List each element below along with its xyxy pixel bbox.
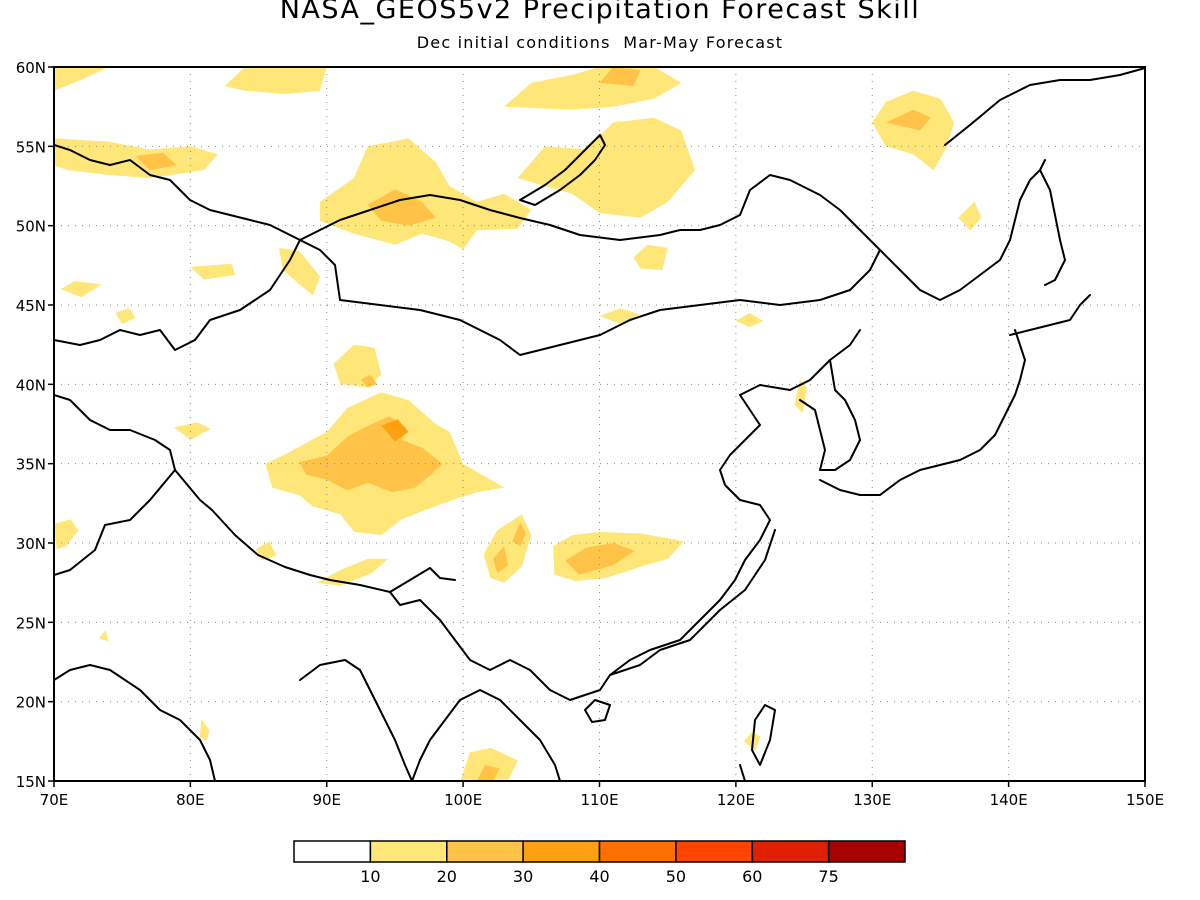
skill-region-29 [565,543,635,575]
skill-region-34 [476,765,500,781]
skill-region-1 [367,189,436,226]
lat-tick-label: 15N [16,773,46,791]
skill-region-23 [381,419,409,442]
coastlines-and-borders [54,67,1145,781]
skill-region-11 [958,201,982,231]
skill-region-3 [504,67,682,110]
lat-tick-label: 55N [16,138,46,156]
colorbar: 10 20 30 40 50 60 75 [293,840,906,886]
lon-tick-label: 150E [1126,791,1164,809]
skill-region-26 [493,546,509,574]
skill-region-4 [599,67,641,86]
colorbar-swatch-3 [522,840,601,863]
colorbar-label: 30 [513,867,533,886]
colorbar-label: 50 [666,867,686,886]
skill-region-33 [460,747,518,781]
skill-region-17 [599,308,641,324]
skill-region-5 [54,67,109,91]
lon-tick-label: 130E [853,791,891,809]
skill-region-27 [512,522,526,547]
skill-region-38 [99,630,109,642]
colorbar-swatch-1 [369,840,448,863]
colorbar-swatch-5 [675,840,754,863]
subtitle-forecast: Mar-May Forecast [623,33,784,52]
lat-tick-label: 20N [16,694,46,712]
skill-region-13 [279,247,320,296]
skill-region-32 [54,519,79,550]
lon-tick-label: 70E [40,791,69,809]
colorbar-label: 20 [437,867,457,886]
colorbar-swatch-7 [827,840,906,863]
skill-region-2 [517,117,695,218]
colorbar-swatch-4 [598,840,677,863]
skill-region-24 [174,422,211,440]
skill-region-6 [224,67,327,94]
skill-region-30 [317,558,389,586]
map-title: NASA_GEOS5v2 Precipitation Forecast Skil… [279,0,921,25]
colorbar-label: 40 [589,867,609,886]
lat-lon-grid [54,67,1145,781]
colorbar-swatch-2 [446,840,524,863]
lat-tick-label: 45N [16,297,46,315]
skill-region-10 [885,109,931,131]
lat-tick-label: 50N [16,218,46,236]
skill-region-12 [633,244,668,271]
lat-tick-label: 25N [16,614,46,632]
lon-tick-label: 100E [444,791,482,809]
skill-region-22 [299,416,443,493]
lat-tick-label: 60N [16,59,46,77]
subtitle-init: Dec initial conditions [416,33,611,52]
colorbar-swatch-6 [751,840,830,863]
skill-region-36 [794,379,807,413]
lat-tick-label: 35N [16,456,46,474]
skill-region-37 [199,719,210,742]
colorbar-label: 10 [360,867,380,886]
colorbar-label: 75 [818,867,838,886]
lon-tick-label: 110E [580,791,618,809]
lon-tick-label: 90E [312,791,341,809]
skill-region-16 [115,308,136,324]
map-subtitle: Dec initial conditions Mar-May Forecast [0,33,1200,52]
colorbar-label: 60 [742,867,762,886]
lon-tick-label: 120E [717,791,755,809]
colorbar-swatch-0 [293,840,372,863]
skill-region-25 [483,514,532,583]
lat-tick-label: 30N [16,535,46,553]
skill-region-20 [360,374,378,388]
lon-tick-label: 80E [176,791,205,809]
lon-tick-label: 140E [990,791,1028,809]
skill-region-7 [54,138,218,179]
axis-ticks: 70E 80E 90E 100E 110E 120E 130E 140E 150E 15N 20N 2… [16,59,1164,809]
skill-region-15 [60,281,102,298]
skill-region-8 [135,152,177,171]
skill-region-0 [319,138,532,250]
skill-region-14 [190,263,236,280]
skill-region-9 [872,90,955,171]
lat-tick-label: 40N [16,376,46,394]
skill-region-18 [735,312,764,328]
skill-fill-layer [54,67,982,781]
